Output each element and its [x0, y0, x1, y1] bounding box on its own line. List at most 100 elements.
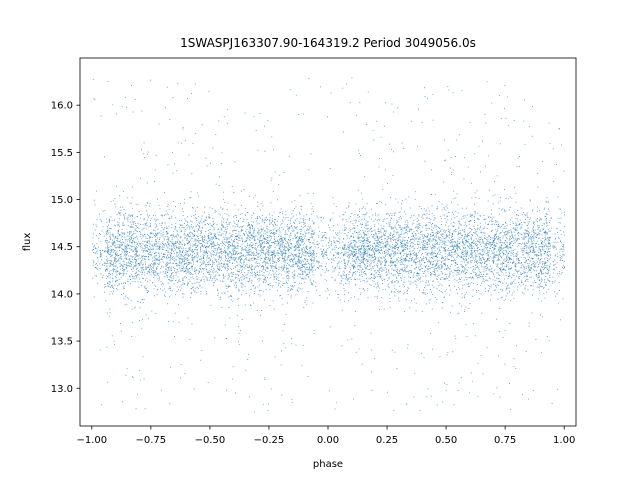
data-point — [526, 236, 528, 238]
data-point — [273, 276, 275, 278]
data-point — [490, 271, 492, 272]
data-point — [191, 93, 192, 94]
data-point — [398, 292, 400, 294]
data-point — [109, 277, 111, 279]
data-point — [360, 292, 362, 294]
data-point — [524, 229, 526, 231]
data-point — [506, 225, 508, 227]
data-point — [491, 218, 493, 220]
data-point — [92, 264, 94, 266]
data-point — [349, 267, 351, 269]
data-point — [242, 265, 244, 267]
data-point — [351, 247, 353, 249]
data-point — [337, 232, 338, 234]
data-point — [117, 230, 119, 231]
data-point — [137, 258, 139, 260]
data-point — [291, 265, 293, 267]
data-point — [376, 245, 378, 246]
data-point — [227, 122, 229, 124]
data-point — [135, 272, 137, 274]
data-point — [482, 257, 484, 258]
data-point — [308, 78, 310, 79]
data-point — [202, 276, 204, 278]
data-point — [459, 220, 461, 222]
data-point — [353, 260, 355, 262]
data-point — [241, 266, 243, 268]
data-point — [366, 253, 368, 255]
data-point — [363, 246, 364, 248]
data-point — [305, 218, 307, 220]
data-point — [375, 212, 376, 214]
data-point — [291, 245, 293, 247]
data-point — [438, 244, 440, 245]
data-point — [353, 278, 355, 280]
data-point — [469, 122, 471, 123]
data-point — [153, 288, 155, 290]
data-point — [313, 259, 315, 260]
data-point — [223, 281, 225, 282]
data-point — [515, 224, 517, 226]
data-point — [547, 260, 548, 261]
data-point — [111, 260, 113, 262]
data-point — [329, 220, 331, 222]
data-point — [186, 251, 188, 253]
data-point — [241, 282, 243, 284]
data-point — [495, 237, 497, 238]
data-point — [414, 237, 416, 239]
data-point — [175, 263, 176, 265]
data-point — [214, 249, 216, 251]
data-point — [198, 272, 200, 273]
data-point — [366, 234, 368, 236]
data-point — [198, 271, 200, 272]
data-point — [431, 235, 433, 237]
data-point — [387, 213, 389, 215]
data-point — [384, 125, 385, 127]
data-point — [430, 226, 432, 228]
data-point — [544, 232, 545, 234]
data-point — [350, 243, 351, 245]
data-point — [266, 226, 268, 227]
data-point — [274, 255, 276, 257]
data-point — [416, 237, 418, 239]
data-point — [273, 262, 275, 264]
data-point — [154, 215, 156, 217]
data-point — [512, 259, 514, 261]
data-point — [170, 289, 171, 291]
data-point — [361, 260, 363, 262]
data-point — [445, 221, 447, 223]
data-point — [278, 258, 279, 260]
data-point — [526, 224, 528, 226]
data-point — [129, 276, 131, 278]
data-point — [315, 269, 316, 271]
data-point — [245, 292, 247, 294]
data-point — [217, 248, 218, 250]
data-point — [208, 235, 209, 236]
data-point — [172, 172, 174, 174]
data-point — [153, 255, 155, 257]
data-point — [472, 245, 474, 247]
data-point — [237, 235, 239, 237]
data-point — [380, 263, 381, 265]
data-point — [496, 272, 498, 274]
data-point — [560, 259, 562, 261]
data-point — [509, 408, 511, 410]
data-point — [192, 249, 193, 250]
data-point — [429, 257, 431, 259]
data-point — [132, 216, 133, 217]
data-point — [392, 275, 394, 276]
data-point — [346, 83, 348, 85]
data-point — [203, 273, 204, 275]
data-point — [396, 242, 398, 244]
data-point — [105, 251, 107, 253]
data-point — [155, 248, 157, 250]
data-point — [102, 226, 104, 228]
data-point — [493, 393, 495, 395]
data-point — [480, 231, 482, 233]
data-point — [372, 249, 373, 251]
data-point — [292, 227, 294, 229]
data-point — [333, 270, 335, 272]
data-point — [141, 249, 143, 251]
data-point — [208, 216, 210, 218]
data-point — [136, 243, 138, 245]
data-point — [352, 255, 354, 257]
